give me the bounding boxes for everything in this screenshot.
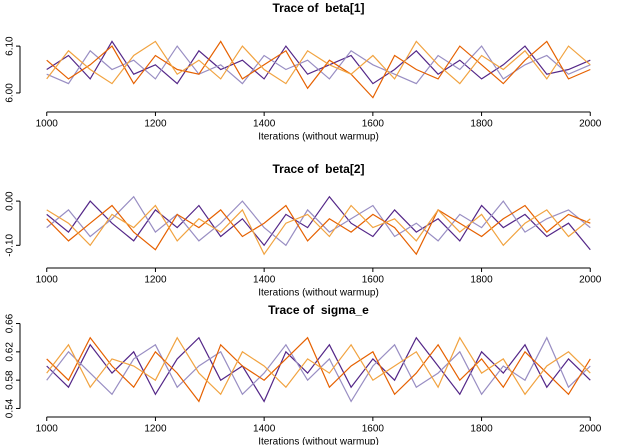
chain-trace — [46, 195, 591, 251]
chain-trace — [46, 336, 591, 403]
x-tick-label: 1000 — [36, 119, 59, 130]
x-tick-label: 1600 — [362, 119, 385, 130]
x-tick-label: 1400 — [253, 275, 276, 286]
chain-trace — [46, 336, 591, 396]
chain-trace — [46, 204, 591, 256]
y-tick-label: 0.62 — [5, 342, 16, 362]
y-tick-label: 6.00 — [5, 83, 16, 103]
x-tick-label: 1400 — [253, 424, 276, 435]
x-axis-label: Iterations (without warmup) — [258, 437, 379, 445]
panel-title: Trace of beta[1] — [272, 1, 364, 15]
x-tick-label: 1600 — [362, 424, 385, 435]
x-tick-label: 1200 — [144, 119, 167, 130]
chain-trace — [46, 336, 591, 403]
y-tick-label: 6.10 — [5, 36, 16, 56]
x-tick-label: 1800 — [470, 119, 493, 130]
x-tick-label: 2000 — [579, 424, 602, 435]
x-tick-label: 2000 — [579, 119, 602, 130]
x-tick-label: 1200 — [144, 424, 167, 435]
panel-title: Trace of beta[2] — [272, 162, 364, 176]
chain-trace — [46, 204, 591, 256]
x-tick-label: 1800 — [470, 424, 493, 435]
x-tick-label: 1600 — [362, 275, 385, 286]
x-tick-label: 1800 — [470, 275, 493, 286]
y-tick-label: 0.58 — [5, 370, 16, 390]
chain-trace — [46, 336, 591, 403]
chain-trace — [46, 195, 591, 247]
chain-trace — [46, 45, 591, 85]
panel-title: Trace of sigma_e — [268, 303, 369, 317]
x-axis-label: Iterations (without warmup) — [258, 288, 379, 299]
x-tick-label: 1400 — [253, 119, 276, 130]
y-tick-label: 0.66 — [5, 313, 16, 333]
y-tick-label: 0.54 — [5, 398, 16, 418]
x-tick-label: 1000 — [36, 424, 59, 435]
x-tick-label: 2000 — [579, 275, 602, 286]
chain-trace — [46, 40, 591, 85]
x-axis-label: Iterations (without warmup) — [258, 132, 379, 143]
x-tick-label: 1000 — [36, 275, 59, 286]
y-tick-label: 0.00 — [5, 191, 16, 211]
x-tick-label: 1200 — [144, 275, 167, 286]
y-tick-label: -0.10 — [5, 233, 16, 256]
chain-trace — [46, 40, 591, 99]
